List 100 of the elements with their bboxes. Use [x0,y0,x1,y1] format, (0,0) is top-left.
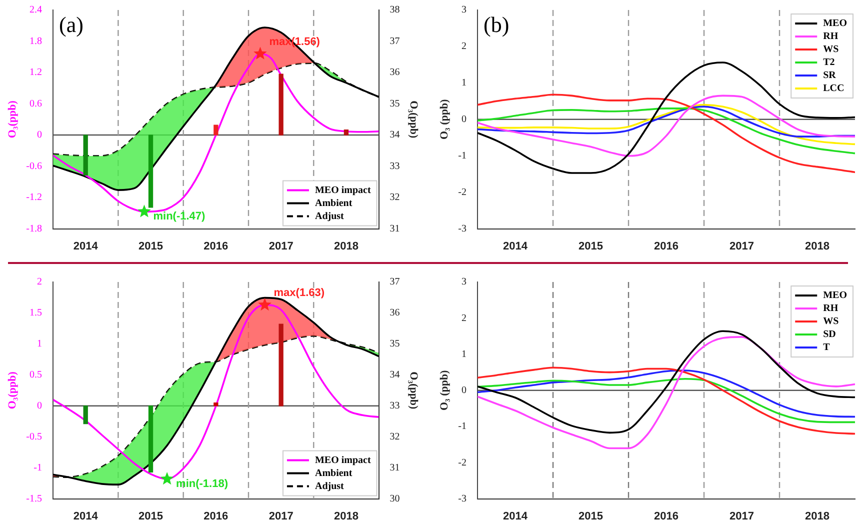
y2-tick-label: 35 [390,338,400,350]
line-series [478,336,855,450]
y2-tick-label: 33 [390,160,400,172]
y2-tick-label: 31 [390,462,400,474]
y2-tick-label: 32 [390,431,400,442]
x-tick-label: 2014 [503,240,528,252]
y2-tick-label: 34 [390,370,400,381]
line-series [478,370,855,418]
x-tick-label: 2017 [268,240,294,252]
y-tick-label: 1.5 [30,308,42,319]
y-axis-title: O₃ (ppb) [438,370,450,411]
y-tick-label: 0 [462,114,467,126]
y-axis-title: O₃(ppb) [6,100,18,138]
x-tick-label: 2015 [578,240,604,252]
y-tick-label: 1 [462,348,467,360]
y-tick-label: -0.6 [26,160,42,172]
y-tick-label: 1.2 [30,67,42,78]
legend-label: MEO [823,18,848,30]
x-tick-label: 2017 [730,240,754,252]
y-tick-label: -1.2 [26,192,42,204]
x-tick-label: 2014 [73,240,99,252]
line-series [478,378,855,424]
x-tick-label: 2016 [654,240,679,252]
y2-tick-label: 38 [390,4,400,16]
x-tick-label: 2017 [730,510,754,522]
y-tick-label: 0 [462,385,467,396]
x-tick-label: 2015 [138,240,164,252]
line-series [478,330,855,434]
y-tick-label: 0.6 [30,98,42,110]
bar [148,134,154,208]
legend-label: RH [823,31,838,42]
bar [214,402,218,406]
y-tick-label: 0 [37,400,42,412]
y-axis-title: O₃(ppb) [6,371,18,410]
legend-label: WS [823,44,840,56]
y-axis-title: O₃ (ppb) [438,98,450,140]
bar [278,74,284,136]
legend-label: Adjust [314,210,345,222]
y-tick-label: 1.8 [30,36,42,47]
bar [83,134,88,176]
line-series [478,94,855,157]
y-tick-label: -0.5 [26,431,42,442]
annotation: min(-1.47) [153,210,206,223]
legend-label: T [823,342,830,354]
x-tick-label: 2018 [334,240,358,252]
y-tick-label: 0.5 [30,370,42,381]
y2-tick-label: 37 [390,36,400,47]
line-series [478,108,855,154]
y-tick-label: 1 [462,78,467,89]
y2-axis-title: O₃(ppb) [408,100,420,138]
legend-label: MEO impact [314,454,372,466]
y2-tick-label: 34 [390,130,400,141]
line-series [478,106,855,138]
bar [344,129,349,136]
legend-label: WS [823,316,840,328]
x-tick-label: 2018 [805,240,830,252]
legend-label: SD [823,329,836,340]
line-series [478,104,855,146]
bar [148,406,154,472]
x-tick-label: 2016 [204,510,228,522]
annotation: (b) [484,12,510,37]
y-tick-label: -2 [458,186,467,198]
y-tick-label: 3 [462,276,467,288]
y-tick-label: -1 [458,150,467,162]
y-tick-label: 0 [37,130,42,141]
x-tick-label: 2015 [578,510,604,522]
y-tick-label: -2 [458,457,467,468]
y-tick-label: -1.5 [26,493,42,504]
y2-tick-label: 37 [390,276,400,288]
x-tick-label: 2018 [334,510,358,522]
y2-tick-label: 36 [390,308,400,319]
y-tick-label: 2 [37,276,42,288]
x-tick-label: 2016 [204,240,228,252]
y-tick-label: -1 [458,421,467,432]
x-tick-label: 2018 [805,510,830,522]
y-tick-label: 1 [37,338,42,350]
legend-label: MEO [823,290,848,302]
legend-label: SR [823,70,837,82]
x-tick-label: 2015 [138,510,164,522]
y-tick-label: -3 [458,493,467,504]
legend-label: Ambient [314,198,353,209]
bar [278,324,284,406]
bar [83,406,88,424]
y-tick-label: 3 [462,4,467,16]
legend-label: Ambient [314,468,353,479]
annotation: (a) [59,12,84,37]
legend-label: LCC [823,83,844,94]
y2-tick-label: 35 [390,98,400,110]
y-tick-label: 2 [462,312,467,324]
y-tick-label: 2 [462,41,467,52]
legend-label: MEO impact [314,184,372,196]
y2-tick-label: 33 [390,400,400,412]
y2-axis-title: O₃(ppb) [408,372,420,410]
y2-tick-label: 32 [390,192,400,204]
y-tick-label: -1.8 [26,223,42,234]
x-tick-label: 2014 [503,510,528,522]
x-tick-label: 2014 [73,510,99,522]
y2-tick-label: 36 [390,67,400,78]
line-series [478,94,855,174]
bar [214,124,218,136]
